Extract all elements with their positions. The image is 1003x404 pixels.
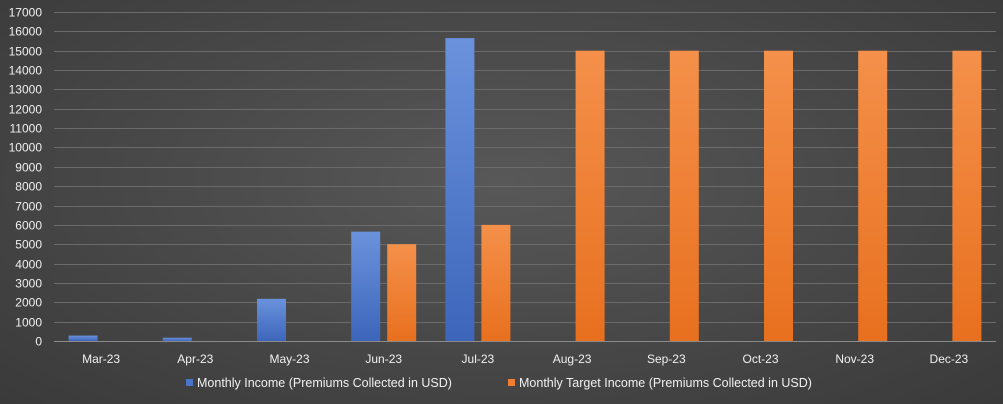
x-tick-label: Oct-23 [742, 352, 778, 366]
bar-monthly-target-dec-23 [952, 50, 982, 342]
x-tick-label: Apr-23 [177, 352, 213, 366]
y-tick-label: 6000 [15, 219, 42, 233]
legend-swatch [508, 379, 515, 386]
y-tick-label: 4000 [15, 258, 42, 272]
legend-label: Monthly Target Income (Premiums Collecte… [519, 376, 812, 390]
y-tick-label: 12000 [9, 103, 43, 117]
y-tick-label: 14000 [9, 64, 43, 78]
y-tick-label: 0 [35, 335, 42, 349]
y-tick-label: 3000 [15, 277, 42, 291]
bar-monthly-target-jul-23 [481, 224, 511, 341]
bar-monthly-income-mar-23 [68, 335, 98, 341]
legend-swatch [186, 379, 193, 386]
x-tick-label: May-23 [269, 352, 309, 366]
legend-label: Monthly Income (Premiums Collected in US… [197, 376, 452, 390]
bar-monthly-target-nov-23 [858, 50, 888, 342]
y-tick-label: 15000 [9, 45, 43, 59]
y-tick-label: 13000 [9, 83, 43, 97]
y-tick-label: 17000 [9, 6, 43, 20]
x-tick-label: Mar-23 [82, 352, 120, 366]
bars [68, 38, 982, 342]
y-tick-label: 10000 [9, 141, 43, 155]
bar-monthly-target-aug-23 [575, 50, 605, 342]
y-tick-label: 9000 [15, 161, 42, 175]
y-tick-label: 7000 [15, 200, 42, 214]
y-axis-ticks: 0 1000 2000 3000 4000 5000 6000 7000 8000 9000 100… [9, 6, 43, 349]
x-tick-label: Nov-23 [835, 352, 874, 366]
x-tick-label: Sep-23 [647, 352, 686, 366]
bar-monthly-income-jun-23 [351, 231, 381, 341]
x-tick-label: Jul-23 [462, 352, 495, 366]
bar-monthly-income-jul-23 [445, 38, 475, 342]
y-tick-label: 2000 [15, 296, 42, 310]
x-axis-ticks: Mar-23 Apr-23 May-23 Jun-23 Jul-23 Aug-23 Sep-… [82, 352, 968, 366]
y-tick-label: 8000 [15, 180, 42, 194]
y-tick-label: 11000 [10, 122, 43, 136]
bar-monthly-income-may-23 [257, 298, 286, 341]
y-tick-label: 16000 [9, 25, 43, 39]
gridlines [54, 12, 996, 342]
legend: Monthly Income (Premiums Collected in US… [186, 376, 812, 390]
y-tick-label: 1000 [15, 316, 42, 330]
x-tick-label: Aug-23 [553, 352, 592, 366]
x-tick-label: Jun-23 [365, 352, 402, 366]
bar-monthly-target-jun-23 [387, 244, 417, 341]
bar-monthly-income-apr-23 [162, 337, 192, 341]
x-tick-label: Dec-23 [930, 352, 969, 366]
y-tick-label: 5000 [15, 238, 42, 252]
bar-monthly-target-oct-23 [764, 50, 793, 342]
bar-monthly-target-sep-23 [669, 50, 699, 342]
